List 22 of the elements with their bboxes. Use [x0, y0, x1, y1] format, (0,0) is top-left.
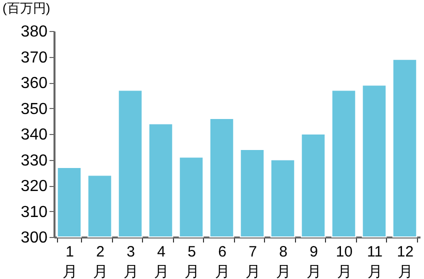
- y-axis-title: (百万円): [2, 0, 50, 16]
- x-tick-label: 6 月: [214, 244, 230, 279]
- y-tick-label: 340: [20, 126, 48, 144]
- y-tick-label: 330: [20, 152, 48, 170]
- x-tick-label: 3 月: [123, 244, 138, 279]
- x-tick-label: 12 月: [396, 244, 414, 279]
- x-tick-label: 2 月: [92, 244, 108, 279]
- x-tick-label: 4 月: [154, 244, 169, 279]
- y-tick-label: 380: [20, 24, 48, 40]
- x-tick-label: 7 月: [245, 244, 260, 279]
- x-tick-label: 9 月: [306, 244, 322, 279]
- x-tick-label: 8 月: [276, 244, 291, 279]
- x-tick-label: 5 月: [184, 244, 200, 279]
- x-tick-label: 1 月: [62, 244, 78, 279]
- x-tick-label: 11 月: [366, 244, 383, 279]
- y-tick-label: 300: [20, 230, 48, 246]
- y-tick-label: 370: [20, 49, 48, 66]
- y-tick-label: 320: [20, 178, 48, 195]
- y-tick-label: 360: [20, 75, 48, 92]
- y-tick-label: 350: [20, 100, 48, 118]
- y-tick-label: 310: [20, 204, 48, 221]
- x-tick-label: 10 月: [336, 244, 353, 279]
